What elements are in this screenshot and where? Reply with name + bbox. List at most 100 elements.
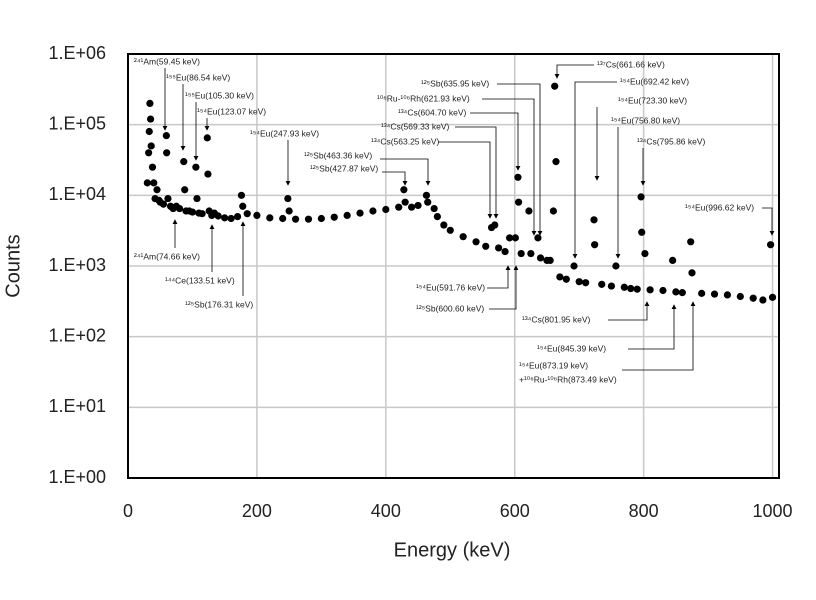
data-point <box>672 288 680 296</box>
annotation: ¹⁵⁴Eu(845.39 keV) <box>537 343 606 353</box>
data-point <box>582 279 590 287</box>
x-tick-label: 800 <box>629 501 659 521</box>
data-point <box>491 221 499 229</box>
x-axis-title: Energy (keV) <box>394 539 511 561</box>
data-point <box>227 214 235 223</box>
data-point <box>214 212 222 220</box>
annotation-arrow <box>572 81 617 259</box>
annotation: ¹³⁴Cs(604.70 keV) <box>398 107 467 117</box>
data-point <box>180 158 188 166</box>
data-point <box>534 234 542 242</box>
data-point <box>646 286 654 294</box>
annotation: ¹³⁴Cs(795.86 keV) <box>637 136 706 146</box>
data-point <box>659 286 667 295</box>
annotation-arrow <box>382 171 408 186</box>
data-point <box>285 207 293 215</box>
data-point <box>193 194 201 203</box>
data-point <box>145 149 153 157</box>
annotation: ¹⁵⁴Eu(873.19 keV) <box>519 360 588 370</box>
data-point <box>253 211 261 220</box>
annotation-arrow <box>628 304 677 350</box>
data-point <box>400 186 408 194</box>
data-point <box>698 289 706 297</box>
data-point <box>192 163 200 171</box>
data-point <box>552 158 560 166</box>
annotation: ¹²⁵Sb(427.87 keV) <box>310 163 378 173</box>
annotation-arrow <box>487 265 511 289</box>
data-point <box>304 215 313 223</box>
data-point <box>162 132 170 140</box>
data-point <box>759 296 767 304</box>
data-point <box>607 282 616 290</box>
data-point <box>146 115 155 123</box>
data-point <box>627 284 635 293</box>
data-point <box>147 142 155 150</box>
data-point <box>736 292 744 301</box>
annotation: ¹⁵⁴Eu(591.76 keV) <box>416 282 485 292</box>
data-point <box>641 249 649 258</box>
data-point <box>612 262 620 270</box>
data-point <box>570 262 578 270</box>
data-point <box>638 228 646 236</box>
data-point <box>204 170 212 178</box>
data-point <box>723 291 732 299</box>
annotation-arrow <box>482 98 537 236</box>
data-point <box>239 202 247 210</box>
data-point <box>688 269 696 277</box>
data-point <box>408 203 416 211</box>
annotation: ²⁴¹Am(74.66 keV) <box>134 251 200 261</box>
data-point <box>424 198 432 206</box>
annotation: ¹⁰⁶Ru-¹⁰⁶Rh(621.93 keV) <box>377 93 470 103</box>
data-point <box>633 285 641 293</box>
annotation-arrow <box>438 141 493 219</box>
data-point <box>598 280 606 288</box>
y-axis-title: Counts <box>2 234 24 297</box>
y-tick-label: 1.E+03 <box>48 255 106 275</box>
annotation: ¹⁵⁵Eu(86.54 keV) <box>166 72 230 82</box>
data-point <box>143 179 151 187</box>
data-point <box>495 244 503 252</box>
annotation-arrow <box>622 301 696 371</box>
data-point <box>343 211 351 220</box>
annotation-arrow <box>762 207 775 236</box>
annotation-arrow <box>380 158 431 186</box>
data-point <box>221 214 229 222</box>
annotation: ²⁴¹Am(59.45 keV) <box>134 56 200 66</box>
data-point <box>551 82 559 90</box>
data-point <box>146 99 154 107</box>
data-point <box>669 256 677 265</box>
data-point <box>446 226 454 234</box>
data-point <box>515 198 523 206</box>
data-point <box>198 210 206 218</box>
data-point <box>637 193 645 201</box>
annotation: ¹³⁴Cs(801.95 keV) <box>522 314 591 324</box>
annotation-arrow <box>497 83 543 236</box>
data-point <box>514 173 522 181</box>
data-point <box>330 213 338 221</box>
x-tick-label: 1000 <box>753 501 793 521</box>
data-point <box>511 234 519 242</box>
data-point <box>556 273 564 281</box>
data-point <box>710 290 719 298</box>
annotation: ¹⁵⁴Eu(247.93 keV) <box>250 128 319 138</box>
data-point <box>505 234 514 242</box>
annotation-arrow <box>470 112 521 171</box>
annotation: ¹²⁵Sb(600.60 keV) <box>416 303 484 313</box>
annotation: ¹³⁴Cs(569.33 keV) <box>381 121 450 131</box>
y-tick-label: 1.E+00 <box>48 467 106 487</box>
x-tick-label: 0 <box>123 501 133 521</box>
data-point <box>767 241 775 249</box>
data-point <box>284 194 292 203</box>
annotation: +¹⁰⁶Ru-¹⁰⁶Rh(873.49 keV) <box>519 374 617 384</box>
annotation-arrow <box>455 126 499 219</box>
y-tick-label: 1.E+02 <box>48 325 106 345</box>
data-point <box>620 283 628 291</box>
data-point <box>525 207 533 215</box>
annotation: ¹⁵⁴Eu(996.62 keV) <box>685 202 754 212</box>
data-point <box>422 191 431 199</box>
data-point <box>159 200 168 208</box>
data-point <box>575 278 583 286</box>
data-point <box>678 289 686 297</box>
y-tick-label: 1.E+01 <box>48 396 106 416</box>
